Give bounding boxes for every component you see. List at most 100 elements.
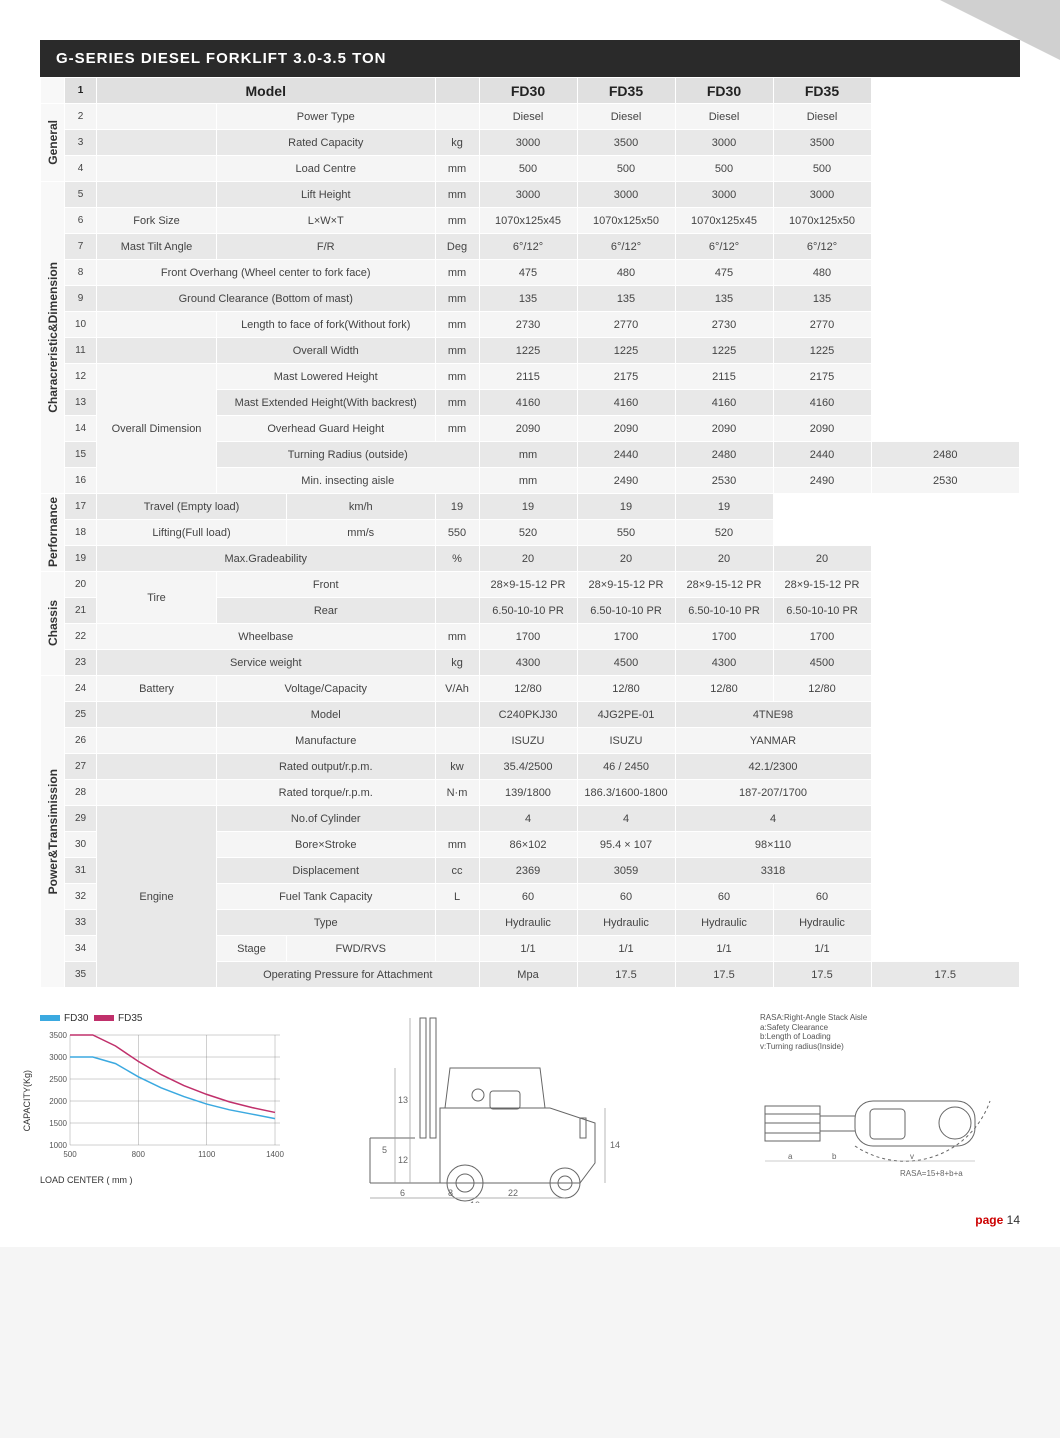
spec-value: 2480 bbox=[675, 442, 773, 468]
spec-label: Operating Pressure for Attachment bbox=[217, 962, 480, 988]
spec-value: 1070x125x45 bbox=[675, 208, 773, 234]
svg-text:a: a bbox=[788, 1152, 793, 1161]
rasa-note: v:Turning radius(Inside) bbox=[760, 1042, 1020, 1052]
spec-group: Overall Dimension bbox=[97, 364, 217, 494]
rasa-note: a:Safety Clearance bbox=[760, 1023, 1020, 1033]
spec-label: Rated torque/r.p.m. bbox=[217, 780, 436, 806]
spec-value: 4 bbox=[675, 806, 871, 832]
spec-value: 86×102 bbox=[479, 832, 577, 858]
spec-label: Turning Radius (outside) bbox=[217, 442, 480, 468]
spec-value: 17.5 bbox=[871, 962, 1020, 988]
spec-value: 2090 bbox=[577, 416, 675, 442]
spec-value: 1/1 bbox=[479, 936, 577, 962]
category-label: Power&Transimission bbox=[46, 769, 60, 894]
spec-label: FWD/RVS bbox=[287, 936, 436, 962]
spec-value: 19 bbox=[479, 494, 577, 520]
header-col: FD35 bbox=[773, 78, 871, 104]
spec-unit: kg bbox=[435, 130, 479, 156]
row-number: 25 bbox=[65, 702, 97, 728]
svg-text:2500: 2500 bbox=[49, 1075, 67, 1084]
spec-value: Diesel bbox=[479, 104, 577, 130]
spec-value: 1225 bbox=[773, 338, 871, 364]
spec-label: F/R bbox=[217, 234, 436, 260]
spec-value: 480 bbox=[773, 260, 871, 286]
row-number: 9 bbox=[65, 286, 97, 312]
spec-value: 550 bbox=[435, 520, 479, 546]
header-col: FD35 bbox=[577, 78, 675, 104]
row-number: 12 bbox=[65, 364, 97, 390]
spec-group bbox=[97, 728, 217, 754]
spec-unit: mm bbox=[435, 286, 479, 312]
chart-svg: 10001500200025003000350050080011001400 bbox=[40, 1030, 300, 1170]
spec-value: 28×9-15-12 PR bbox=[577, 572, 675, 598]
spec-value: 1225 bbox=[577, 338, 675, 364]
spec-value: 2115 bbox=[479, 364, 577, 390]
spec-value: 60 bbox=[773, 884, 871, 910]
row-number: 10 bbox=[65, 312, 97, 338]
spec-label: Model bbox=[217, 702, 436, 728]
spec-value: 1700 bbox=[577, 624, 675, 650]
spec-value: Hydraulic bbox=[577, 910, 675, 936]
spec-value: 6.50-10-10 PR bbox=[479, 598, 577, 624]
spec-value: 2090 bbox=[675, 416, 773, 442]
spec-label: Type bbox=[217, 910, 436, 936]
row-number: 2 bbox=[65, 104, 97, 130]
spec-group bbox=[97, 130, 217, 156]
spec-unit: mm bbox=[435, 156, 479, 182]
row-number: 23 bbox=[65, 650, 97, 676]
spec-label: Overhead Guard Height bbox=[217, 416, 436, 442]
forklift-diagram: 13 5 12 14 6 8 22 10 bbox=[340, 1013, 740, 1203]
spec-unit: kw bbox=[435, 754, 479, 780]
spec-unit: mm bbox=[435, 624, 479, 650]
spec-value: 520 bbox=[479, 520, 577, 546]
spec-group bbox=[97, 338, 217, 364]
rasa-formula: RASA=15+8+b+a bbox=[900, 1169, 963, 1178]
legend-item: FD35 bbox=[94, 1013, 148, 1024]
spec-value: 12/80 bbox=[675, 676, 773, 702]
spec-value: 6°/12° bbox=[773, 234, 871, 260]
spec-group: Mast Tilt Angle bbox=[97, 234, 217, 260]
spec-unit: mm bbox=[435, 832, 479, 858]
row-number: 16 bbox=[65, 468, 97, 494]
spec-label: Displacement bbox=[217, 858, 436, 884]
row-number: 30 bbox=[65, 832, 97, 858]
capacity-chart: FD30 FD35 CAPACITY(Kg) 10001500200025003… bbox=[40, 1013, 320, 1185]
spec-value: 3000 bbox=[675, 182, 773, 208]
spec-value: 20 bbox=[577, 546, 675, 572]
spec-value: 60 bbox=[675, 884, 773, 910]
spec-label: Rear bbox=[217, 598, 436, 624]
spec-value: 98×110 bbox=[675, 832, 871, 858]
spec-value: 550 bbox=[577, 520, 675, 546]
svg-text:v: v bbox=[910, 1152, 914, 1161]
svg-text:12: 12 bbox=[398, 1155, 408, 1165]
spec-value: 46 / 2450 bbox=[577, 754, 675, 780]
svg-text:13: 13 bbox=[398, 1095, 408, 1105]
spec-value: 17.5 bbox=[577, 962, 675, 988]
row-number: 31 bbox=[65, 858, 97, 884]
spec-unit bbox=[435, 910, 479, 936]
svg-text:1500: 1500 bbox=[49, 1119, 67, 1128]
row-number: 13 bbox=[65, 390, 97, 416]
spec-label: Bore×Stroke bbox=[217, 832, 436, 858]
spec-value: Diesel bbox=[773, 104, 871, 130]
spec-value: 500 bbox=[479, 156, 577, 182]
row-number: 26 bbox=[65, 728, 97, 754]
spec-unit: V/Ah bbox=[435, 676, 479, 702]
spec-value: 28×9-15-12 PR bbox=[479, 572, 577, 598]
row-number: 24 bbox=[65, 676, 97, 702]
category-label: General bbox=[46, 120, 60, 165]
spec-value: 1/1 bbox=[577, 936, 675, 962]
spec-value: 1700 bbox=[675, 624, 773, 650]
spec-value: 3318 bbox=[675, 858, 871, 884]
svg-text:5: 5 bbox=[382, 1145, 387, 1155]
spec-value: 2730 bbox=[479, 312, 577, 338]
spec-label: Load Centre bbox=[217, 156, 436, 182]
svg-text:22: 22 bbox=[508, 1188, 518, 1198]
spec-value: 12/80 bbox=[577, 676, 675, 702]
row-number: 19 bbox=[65, 546, 97, 572]
svg-text:3500: 3500 bbox=[49, 1031, 67, 1040]
spec-value: 2730 bbox=[675, 312, 773, 338]
spec-value: 17.5 bbox=[773, 962, 871, 988]
spec-value: 1700 bbox=[479, 624, 577, 650]
spec-unit bbox=[435, 104, 479, 130]
